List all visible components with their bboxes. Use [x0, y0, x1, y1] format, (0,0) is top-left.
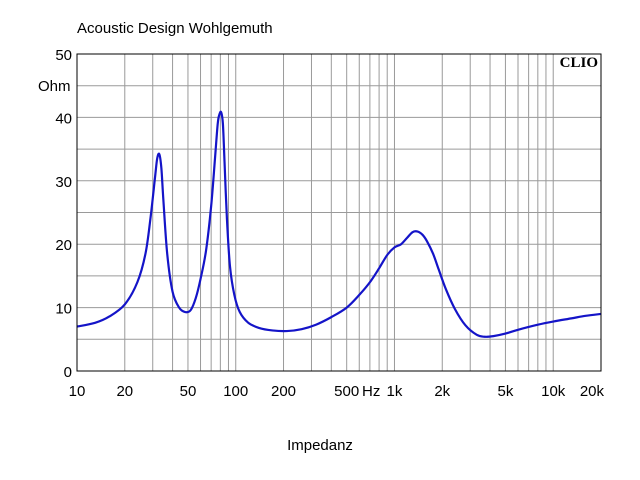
impedance-curve	[76, 110, 602, 338]
x-tick-label: 50	[180, 383, 197, 400]
brand-label: CLIO	[560, 55, 598, 71]
x-tick-label: 2k	[434, 383, 450, 400]
series-layer	[76, 110, 602, 338]
x-tick-labels: 10 20 50 100 200 500 1k 2k 5k 10k 20k	[69, 383, 605, 400]
y-tick-label: 50	[55, 47, 72, 64]
chart-title: Acoustic Design Wohlgemuth	[77, 20, 273, 37]
x-tick-label: 10	[69, 383, 86, 400]
x-tick-label: 20	[116, 383, 133, 400]
grid	[77, 54, 601, 371]
y-tick-labels: 0 10 20 30 40 50	[55, 47, 72, 381]
x-tick-label: 5k	[498, 383, 514, 400]
y-tick-label: 10	[55, 301, 72, 318]
y-tick-label: 0	[64, 364, 72, 381]
x-tick-label: 10k	[541, 383, 566, 400]
x-tick-label: 100	[223, 383, 248, 400]
x-axis-label: Impedanz	[287, 437, 353, 454]
y-tick-label: 30	[55, 174, 72, 191]
x-tick-label: 1k	[387, 383, 403, 400]
y-tick-label: 20	[55, 237, 72, 254]
x-tick-label: 500	[334, 383, 359, 400]
x-tick-label: 20k	[580, 383, 605, 400]
y-axis-label: Ohm	[38, 78, 71, 95]
x-unit-label: Hz	[362, 383, 380, 400]
plot-frame	[76, 53, 602, 372]
x-tick-label: 200	[271, 383, 296, 400]
y-tick-label: 40	[55, 110, 72, 127]
